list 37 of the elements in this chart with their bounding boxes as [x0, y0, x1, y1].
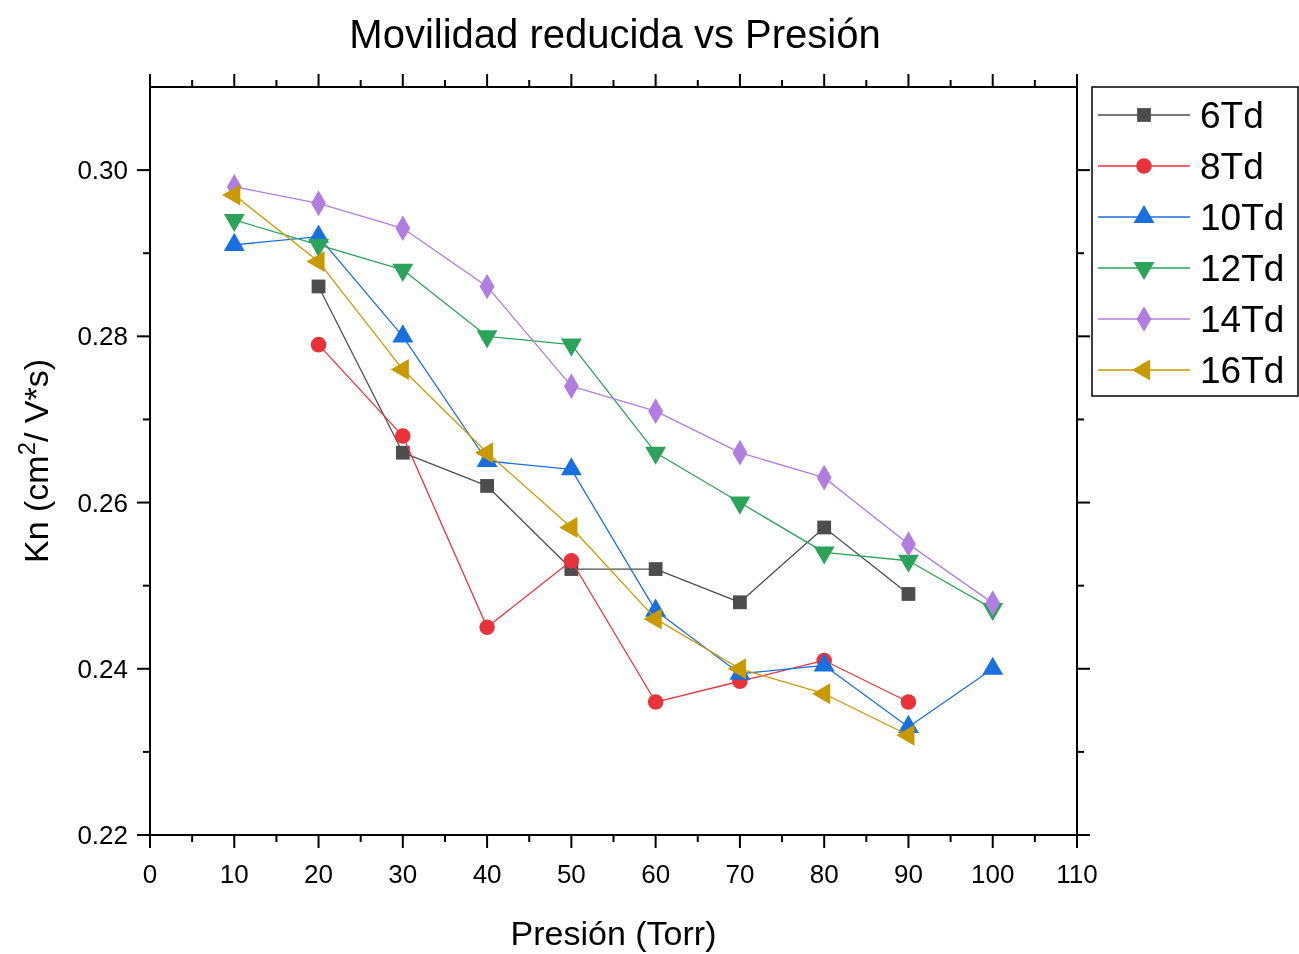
x-tick-label: 60: [641, 859, 671, 889]
y-tick-label: 0.30: [77, 155, 128, 186]
point: [817, 520, 832, 535]
y-tick-label: 0.28: [77, 321, 128, 352]
x-tick-label: 80: [809, 859, 839, 889]
point: [733, 595, 747, 610]
point: [395, 428, 411, 444]
x-tick-label: 70: [725, 859, 755, 889]
x-tick-label: 50: [556, 859, 586, 889]
chart-title: Movilidad reducida vs Presión: [349, 12, 881, 56]
point: [901, 587, 916, 601]
x-tick-label: 30: [388, 859, 418, 889]
legend-label: 16Td: [1200, 350, 1285, 391]
legend-label: 10Td: [1200, 197, 1285, 238]
x-tick-label: 0: [142, 859, 158, 889]
x-tick-label: 20: [304, 859, 334, 889]
point: [479, 619, 495, 635]
x-tick-label: 10: [219, 859, 249, 889]
point: [900, 694, 917, 710]
point: [648, 562, 663, 576]
point: [310, 336, 327, 353]
x-tick-label: 90: [893, 859, 923, 889]
point: [395, 445, 410, 460]
legend-label: 6Td: [1200, 95, 1264, 136]
x-tick-label: 100: [971, 859, 1015, 889]
point: [480, 479, 494, 493]
y-tick-label: 0.26: [77, 487, 128, 518]
y-tick-label: 0.22: [77, 820, 128, 850]
legend-label: 8Td: [1200, 146, 1264, 187]
y-tick-label: 0.24: [77, 653, 128, 684]
legend-label: 12Td: [1200, 248, 1285, 289]
x-tick-label: 110: [1056, 859, 1098, 889]
point: [647, 694, 664, 710]
point: [563, 552, 580, 569]
legend-label: 14Td: [1200, 299, 1285, 340]
x-axis-title: Presión (Torr): [510, 914, 717, 952]
x-tick-label: 40: [472, 859, 502, 889]
